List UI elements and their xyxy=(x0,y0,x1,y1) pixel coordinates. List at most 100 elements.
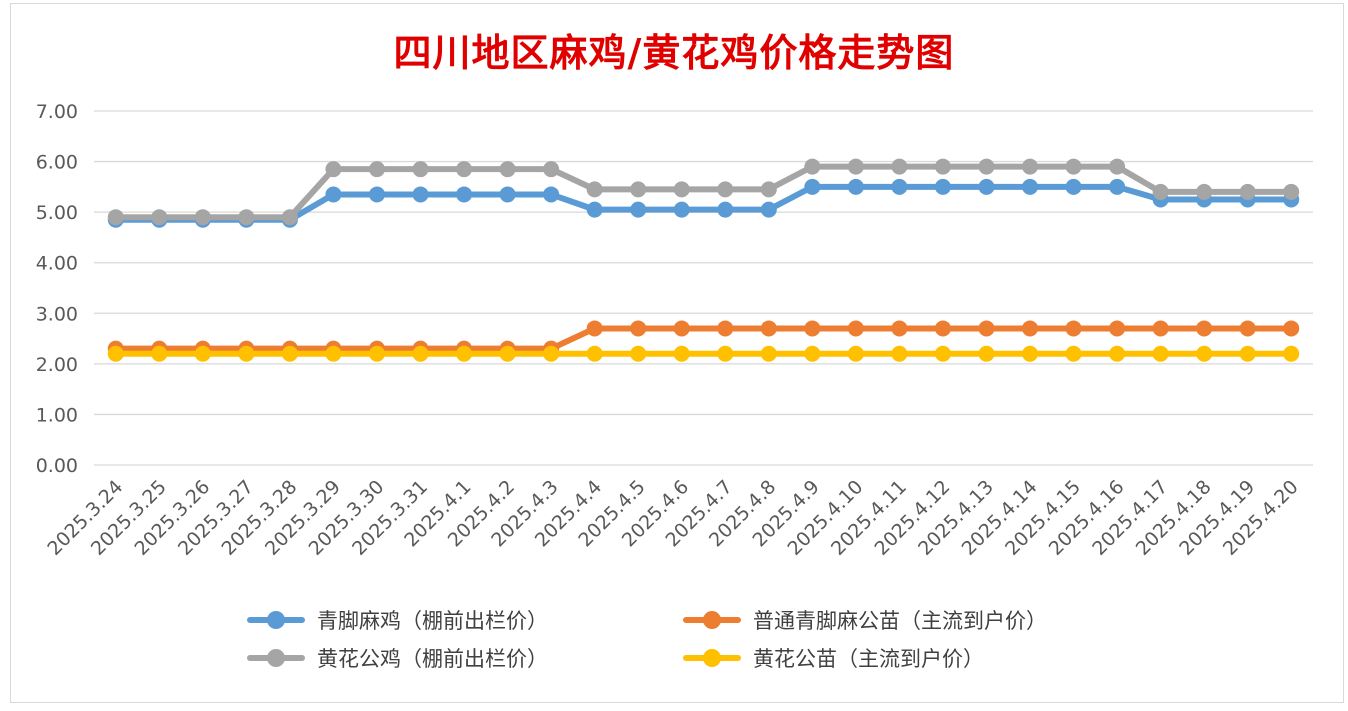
legend-label: 青脚麻鸡（棚前出栏价） xyxy=(317,609,548,633)
data-point xyxy=(847,320,864,337)
gridlines xyxy=(94,110,1313,466)
data-point xyxy=(760,320,777,337)
data-point xyxy=(1152,345,1169,362)
data-point xyxy=(368,186,385,203)
data-point xyxy=(238,209,255,226)
series-line xyxy=(112,163,1295,221)
legend-label: 黄花公苗（主流到户价） xyxy=(753,647,984,671)
data-point xyxy=(847,158,864,175)
series-4 xyxy=(107,345,1300,362)
data-point xyxy=(804,178,821,195)
data-point xyxy=(1065,320,1082,337)
data-point xyxy=(368,345,385,362)
data-point xyxy=(194,345,211,362)
data-point xyxy=(760,345,777,362)
legend-swatch xyxy=(245,607,307,633)
y-axis-ticks: 0.00 1.00 2.00 3.00 4.00 5.00 6.00 7.00 xyxy=(36,101,78,477)
data-point xyxy=(1065,345,1082,362)
data-point xyxy=(934,178,951,195)
data-point xyxy=(107,209,124,226)
data-point xyxy=(717,201,734,218)
y-tick-label: 5.00 xyxy=(36,202,78,224)
data-point xyxy=(1196,183,1213,200)
data-point xyxy=(281,209,298,226)
data-point xyxy=(630,345,647,362)
data-point xyxy=(804,158,821,175)
data-point xyxy=(107,345,124,362)
data-point xyxy=(891,178,908,195)
data-point xyxy=(368,161,385,178)
data-point xyxy=(281,345,298,362)
data-point xyxy=(760,201,777,218)
legend: 青脚麻鸡（棚前出栏价） 普通青脚麻公苗（主流到户价） 黄花公鸡（棚前出栏价） 黄… xyxy=(245,607,1145,671)
data-point xyxy=(630,181,647,198)
data-point xyxy=(412,161,429,178)
series-layer xyxy=(107,158,1300,362)
data-point xyxy=(412,345,429,362)
data-point xyxy=(543,345,560,362)
data-point xyxy=(586,345,603,362)
legend-label: 普通青脚麻公苗（主流到户价） xyxy=(753,609,1047,633)
series-3 xyxy=(107,158,1300,226)
data-point xyxy=(673,181,690,198)
data-point xyxy=(891,158,908,175)
data-point xyxy=(499,345,516,362)
data-point xyxy=(891,320,908,337)
data-point xyxy=(586,201,603,218)
data-point xyxy=(499,161,516,178)
data-point xyxy=(673,345,690,362)
legend-label: 黄花公鸡（棚前出栏价） xyxy=(317,647,548,671)
chart-title: 四川地区麻鸡/黄花鸡价格走势图 xyxy=(393,30,955,75)
data-point xyxy=(978,178,995,195)
legend-swatch xyxy=(681,607,743,633)
data-point xyxy=(1196,345,1213,362)
legend-swatch xyxy=(245,645,307,671)
data-point xyxy=(717,181,734,198)
data-point xyxy=(586,320,603,337)
data-point xyxy=(1152,183,1169,200)
legend-item-series-2: 普通青脚麻公苗（主流到户价） xyxy=(681,607,1141,633)
y-tick-label: 2.00 xyxy=(36,354,78,376)
data-point xyxy=(717,320,734,337)
data-point xyxy=(151,209,168,226)
data-point xyxy=(456,345,473,362)
data-point xyxy=(1196,320,1213,337)
data-point xyxy=(456,161,473,178)
series-line xyxy=(112,183,1295,223)
data-point xyxy=(1109,320,1126,337)
data-point xyxy=(325,345,342,362)
legend-swatch xyxy=(681,645,743,671)
data-point xyxy=(194,209,211,226)
data-point xyxy=(499,186,516,203)
data-point xyxy=(325,186,342,203)
data-point xyxy=(934,158,951,175)
data-point xyxy=(412,186,429,203)
legend-item-series-4: 黄花公苗（主流到户价） xyxy=(681,645,1141,671)
data-point xyxy=(1022,158,1039,175)
data-point xyxy=(978,320,995,337)
data-point xyxy=(630,201,647,218)
data-point xyxy=(1022,178,1039,195)
data-point xyxy=(586,181,603,198)
data-point xyxy=(717,345,734,362)
data-point xyxy=(543,161,560,178)
y-tick-label: 4.00 xyxy=(36,253,78,275)
data-point xyxy=(1152,320,1169,337)
y-tick-label: 3.00 xyxy=(36,303,78,325)
data-point xyxy=(1109,158,1126,175)
data-point xyxy=(630,320,647,337)
legend-item-series-3: 黄花公鸡（棚前出栏价） xyxy=(245,645,681,671)
y-tick-label: 1.00 xyxy=(36,404,78,426)
data-point xyxy=(1239,345,1256,362)
data-point xyxy=(673,320,690,337)
data-point xyxy=(1239,183,1256,200)
x-axis-ticks: 2025.3.242025.3.252025.3.262025.3.272025… xyxy=(43,476,1302,560)
data-point xyxy=(978,158,995,175)
data-point xyxy=(934,345,951,362)
data-point xyxy=(847,178,864,195)
data-point xyxy=(1283,320,1300,337)
y-tick-label: 6.00 xyxy=(36,152,78,174)
data-point xyxy=(760,181,777,198)
data-point xyxy=(325,161,342,178)
